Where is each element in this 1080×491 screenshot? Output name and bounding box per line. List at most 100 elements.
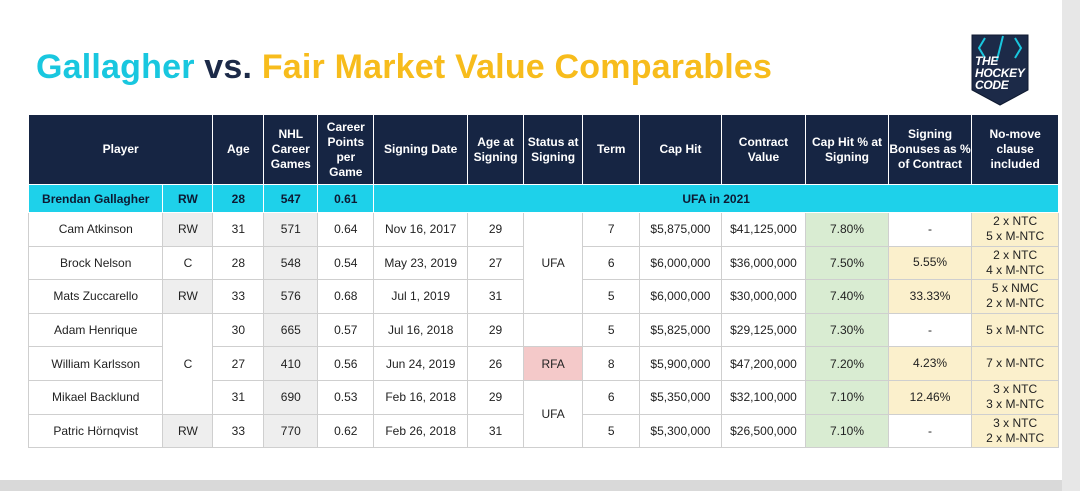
nmc-line-2: 2 x M-NTC bbox=[986, 296, 1045, 311]
player-name: Patric Hörnqvist bbox=[27, 413, 164, 449]
highlight-pos: RW bbox=[162, 184, 214, 213]
term: 7 bbox=[582, 212, 641, 247]
status-ufa: UFA bbox=[523, 212, 584, 314]
nmc-clause: 2 x NTC 5 x M-NTC bbox=[971, 212, 1059, 247]
cap-hit: $5,875,000 bbox=[639, 212, 722, 247]
player-ppg: 0.62 bbox=[317, 413, 375, 449]
table-row: Mats Zuccarello RW 33 576 0.68 Jul 1, 20… bbox=[27, 279, 1059, 314]
signing-date: Nov 16, 2017 bbox=[373, 212, 469, 247]
signing-date: Feb 26, 2018 bbox=[373, 413, 469, 449]
contract-value: $32,100,000 bbox=[720, 379, 807, 415]
signing-bonus: 33.33% bbox=[887, 279, 973, 314]
highlight-row: Brendan Gallagher RW 28 547 0.61 UFA in … bbox=[27, 184, 1059, 213]
header-cap-pct: Cap Hit % at Signing bbox=[805, 114, 889, 185]
nmc-clause: 2 x NTC 4 x M-NTC bbox=[971, 245, 1059, 281]
signing-bonus: 12.46% bbox=[887, 379, 973, 415]
header-ppg: Career Points per Game bbox=[317, 114, 375, 185]
status-rfa: RFA bbox=[523, 346, 584, 381]
header-bonus: Signing Bonuses as % of Contract bbox=[887, 114, 973, 185]
player-name: Adam Henrique bbox=[27, 312, 164, 348]
shield-icon bbox=[971, 34, 1029, 106]
player-games: 576 bbox=[263, 279, 319, 314]
nmc-line-1: 5 x NMC bbox=[991, 281, 1039, 296]
player-pos: RW bbox=[162, 279, 214, 314]
cap-pct: 7.10% bbox=[805, 413, 889, 449]
player-games: 548 bbox=[263, 245, 319, 281]
cap-hit: $6,000,000 bbox=[639, 279, 722, 314]
player-name: Mats Zuccarello bbox=[27, 279, 164, 314]
logo-line-1: THE bbox=[975, 54, 999, 68]
age-at-signing: 29 bbox=[467, 312, 525, 348]
header-cap-hit: Cap Hit bbox=[639, 114, 722, 185]
cap-hit: $5,900,000 bbox=[639, 346, 722, 381]
player-age: 33 bbox=[212, 413, 265, 449]
status-ufa: UFA bbox=[523, 379, 584, 449]
contract-value: $41,125,000 bbox=[720, 212, 807, 247]
contract-value: $29,125,000 bbox=[720, 312, 807, 348]
player-ppg: 0.57 bbox=[317, 312, 375, 348]
comparables-table: Player Age NHL Career Games Career Point… bbox=[27, 114, 1059, 449]
player-ppg: 0.56 bbox=[317, 346, 375, 381]
player-pos: C bbox=[162, 245, 214, 281]
cap-hit: $5,825,000 bbox=[639, 312, 722, 348]
contract-value: $26,500,000 bbox=[720, 413, 807, 449]
player-age: 30 bbox=[212, 312, 265, 348]
player-games: 571 bbox=[263, 212, 319, 247]
slide: Gallagher vs. Fair Market Value Comparab… bbox=[0, 0, 1062, 480]
contract-value: $30,000,000 bbox=[720, 279, 807, 314]
player-age: 33 bbox=[212, 279, 265, 314]
header-player: Player bbox=[27, 114, 214, 185]
age-at-signing: 31 bbox=[467, 413, 525, 449]
nmc-line-1: 3 x NTC bbox=[993, 415, 1038, 430]
header-term: Term bbox=[582, 114, 641, 185]
signing-bonus: - bbox=[887, 413, 973, 449]
highlight-name: Brendan Gallagher bbox=[27, 184, 164, 213]
status-blank bbox=[523, 312, 584, 348]
signing-bonus: - bbox=[887, 312, 973, 348]
player-age: 28 bbox=[212, 245, 265, 281]
term: 8 bbox=[582, 346, 641, 381]
background-margin bbox=[1062, 0, 1080, 491]
player-games: 665 bbox=[263, 312, 319, 348]
player-name: William Karlsson bbox=[27, 346, 164, 381]
nmc-clause: 5 x NMC 2 x M-NTC bbox=[971, 279, 1059, 314]
signing-date: Feb 16, 2018 bbox=[373, 379, 469, 415]
signing-bonus: 4.23% bbox=[887, 346, 973, 381]
nmc-line-2: 4 x M-NTC bbox=[986, 262, 1045, 277]
header-games: NHL Career Games bbox=[263, 114, 319, 185]
table-row: William Karlsson 27 410 0.56 Jun 24, 201… bbox=[27, 346, 1059, 381]
age-at-signing: 29 bbox=[467, 379, 525, 415]
player-age: 31 bbox=[212, 379, 265, 415]
table-row: Mikael Backlund 31 690 0.53 Feb 16, 2018… bbox=[27, 379, 1059, 449]
player-ppg: 0.68 bbox=[317, 279, 375, 314]
nmc-line-1: 3 x NTC bbox=[993, 382, 1038, 397]
term: 6 bbox=[582, 379, 641, 415]
contract-value: $47,200,000 bbox=[720, 346, 807, 381]
nmc-line-2: 5 x M-NTC bbox=[986, 229, 1045, 244]
header-status: Status at Signing bbox=[523, 114, 584, 185]
signing-date: May 23, 2019 bbox=[373, 245, 469, 281]
nmc-line-1: 5 x M-NTC bbox=[986, 322, 1045, 337]
cap-hit: $5,350,000 bbox=[639, 379, 722, 415]
signing-bonus: - bbox=[887, 212, 973, 247]
the-hockey-code-logo: THE HOCKEY CODE bbox=[971, 34, 1029, 106]
nmc-line-2: 3 x M-NTC bbox=[986, 397, 1045, 412]
cap-pct: 7.80% bbox=[805, 212, 889, 247]
age-at-signing: 29 bbox=[467, 212, 525, 247]
player-games: 690 bbox=[263, 379, 319, 415]
player-games: 410 bbox=[263, 346, 319, 381]
header-signing-date: Signing Date bbox=[373, 114, 469, 185]
player-pos: RW bbox=[162, 413, 214, 449]
cap-hit: $6,000,000 bbox=[639, 245, 722, 281]
signing-date: Jun 24, 2019 bbox=[373, 346, 469, 381]
table-row: Brock Nelson C 28 548 0.54 May 23, 2019 … bbox=[27, 245, 1059, 281]
nmc-clause: 3 x NTC 2 x M-NTC bbox=[971, 413, 1059, 449]
logo-line-2: HOCKEY bbox=[975, 66, 1025, 80]
cap-pct: 7.40% bbox=[805, 279, 889, 314]
header-age-at-signing: Age at Signing bbox=[467, 114, 525, 185]
nmc-clause: 7 x M-NTC bbox=[971, 346, 1059, 381]
logo-line-3: CODE bbox=[975, 78, 1009, 92]
nmc-line-1: 2 x NTC bbox=[993, 247, 1038, 262]
nmc-line-2: 2 x M-NTC bbox=[986, 430, 1045, 445]
highlight-ppg: 0.61 bbox=[317, 184, 375, 213]
